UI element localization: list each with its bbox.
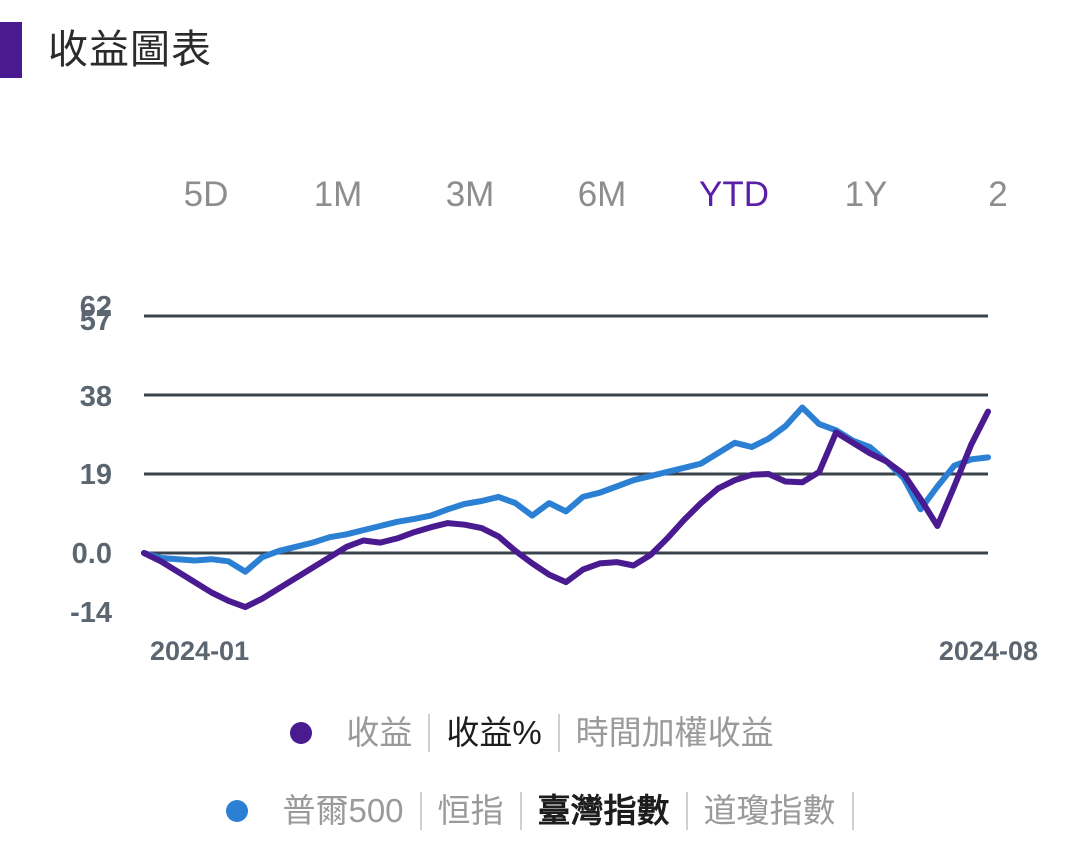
range-tab-5d[interactable]: 5D bbox=[183, 175, 229, 214]
legend-separator bbox=[419, 792, 422, 830]
benchmark-legend-item-0[interactable]: 普爾500 bbox=[282, 792, 404, 829]
y-tick-label: 38 bbox=[80, 381, 112, 413]
y-tick-label: 0.0 bbox=[72, 538, 112, 570]
chart-x-axis-labels: 2024-01 2024-08 bbox=[150, 636, 1038, 666]
metric-legend-item-1[interactable]: 收益% bbox=[446, 714, 542, 751]
benchmark-legend-item-1[interactable]: 恒指 bbox=[437, 792, 504, 829]
benchmark-legend[interactable]: 普爾500 恒指 臺灣指數 道瓊指數 bbox=[0, 780, 1080, 842]
benchmark-legend-item-3[interactable]: 道瓊指數 bbox=[703, 792, 836, 829]
y-tick-label: 57 bbox=[80, 305, 112, 337]
x-tick-label: 2024-08 bbox=[939, 636, 1038, 666]
range-tab-2[interactable]: 2 bbox=[988, 175, 1008, 214]
range-tab-1y[interactable]: 1Y bbox=[844, 175, 888, 214]
y-tick-label: 62 bbox=[80, 291, 112, 323]
benchmark-legend-item-2[interactable]: 臺灣指數 bbox=[537, 792, 670, 829]
metric-legend[interactable]: 收益 收益% 時間加權收益 bbox=[0, 702, 1080, 764]
series-line-return-pct bbox=[141, 408, 991, 611]
legend-separator bbox=[519, 792, 522, 830]
legend-separator bbox=[428, 714, 431, 752]
series-line-taiwan-index bbox=[141, 404, 991, 575]
range-tab-6m[interactable]: 6M bbox=[577, 175, 627, 214]
range-tab-ytd[interactable]: YTD bbox=[699, 175, 769, 214]
performance-chart: 62 57 38 19 0.0 -14 2024-01 2024-08 bbox=[0, 260, 1080, 680]
chart-gridlines bbox=[144, 314, 988, 555]
y-tick-label: 19 bbox=[80, 459, 112, 491]
chart-series-lines bbox=[141, 404, 991, 611]
metric-legend-item-0[interactable]: 收益 bbox=[346, 714, 413, 751]
legend-separator bbox=[685, 792, 688, 830]
title-accent-bar bbox=[0, 22, 22, 78]
page-header: 收益圖表 bbox=[0, 0, 1080, 100]
metric-legend-item-2[interactable]: 時間加權收益 bbox=[575, 714, 774, 751]
metric-legend-dot bbox=[290, 722, 313, 744]
range-tab-bar[interactable]: 5D 1M 3M 6M YTD 1Y 2 bbox=[140, 166, 1080, 224]
page-title: 收益圖表 bbox=[48, 28, 212, 72]
benchmark-legend-dot bbox=[226, 800, 249, 822]
legend-separator bbox=[851, 792, 854, 830]
range-tab-3m[interactable]: 3M bbox=[445, 175, 495, 214]
y-tick-label: -14 bbox=[70, 597, 112, 629]
legend-separator bbox=[557, 714, 560, 752]
range-tab-1m[interactable]: 1M bbox=[313, 175, 363, 214]
x-tick-label: 2024-01 bbox=[150, 636, 249, 666]
